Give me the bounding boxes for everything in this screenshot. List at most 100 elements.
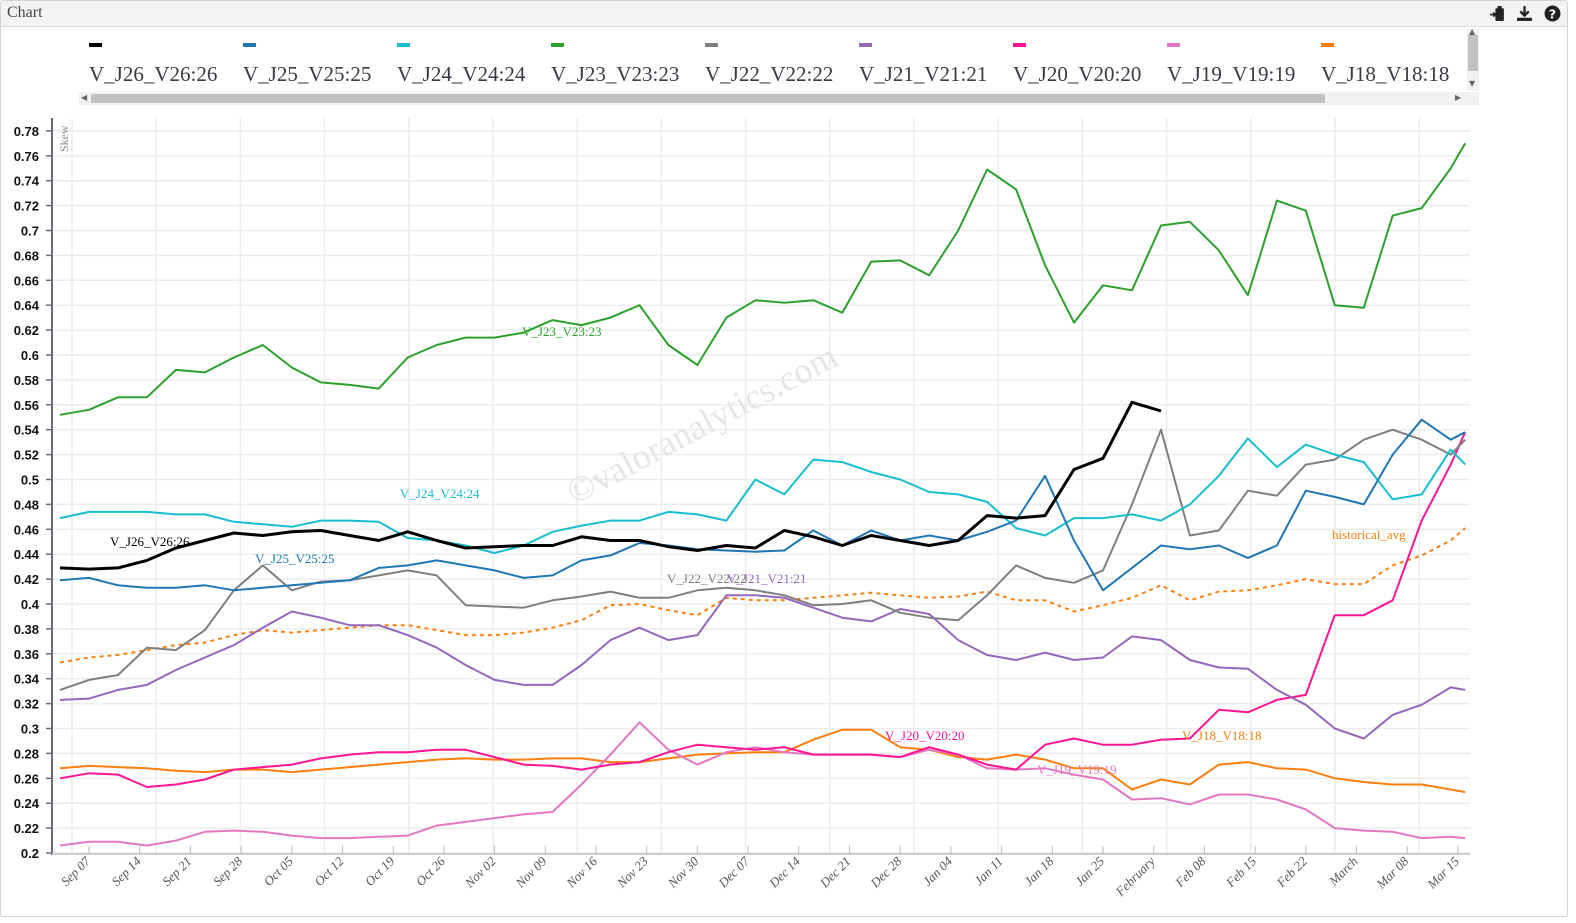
series-line[interactable]: [59, 594, 1466, 740]
horizontal-scroll-thumb[interactable]: [91, 94, 1325, 103]
legend-item[interactable]: V_J19_V19:19: [1157, 29, 1307, 89]
series-line[interactable]: [59, 400, 1162, 571]
x-tick-label: Oct 05: [261, 853, 297, 889]
legend-item[interactable]: V_J22_V22:22: [695, 29, 845, 89]
help-icon[interactable]: ?: [1544, 5, 1561, 22]
vertical-scroll-thumb[interactable]: [1468, 35, 1478, 71]
y-tick-label: 0.62: [14, 323, 39, 338]
legend-label: V_J23_V23:23: [551, 62, 680, 86]
y-tick-label: 0.58: [14, 373, 39, 388]
y-tick-label: 0.5: [21, 473, 39, 488]
y-tick-label: 0.64: [14, 298, 40, 313]
y-tick-label: 0.66: [14, 273, 39, 288]
legend-label: V_J22_V22:22: [705, 62, 834, 86]
legend-label: V_J19_V19:19: [1167, 62, 1296, 86]
series-line[interactable]: [59, 418, 1466, 592]
x-tick-label: Jan 18: [1021, 853, 1057, 889]
legend-swatch: [1321, 43, 1334, 47]
x-tick-label: Jan 11: [971, 854, 1006, 889]
x-tick-label: Sep 14: [108, 853, 144, 889]
y-tick-label: 0.4: [21, 597, 40, 612]
series-label: V_J18_V18:18: [1182, 728, 1261, 743]
x-tick-label: Jan 25: [1072, 853, 1108, 889]
y-axis-label: Skew: [57, 125, 71, 152]
series-labels: V_J26_V26:26 V_J25_V25:25 V_J24_V24:24 V_J2…: [110, 324, 1406, 777]
legend-swatch: [397, 43, 410, 47]
title-bar: Chart ?: [1, 1, 1567, 27]
series-label: V_J24_V24:24: [400, 486, 480, 501]
scroll-right-icon[interactable]: ▶: [1455, 93, 1462, 102]
x-tick-label: Sep 28: [210, 853, 246, 889]
scroll-up-icon[interactable]: ▲: [1469, 27, 1476, 36]
legend-item[interactable]: V_J25_V25:25: [233, 29, 383, 89]
series-line[interactable]: [59, 527, 1466, 664]
legend-item[interactable]: V_J23_V23:23: [541, 29, 691, 89]
y-tick-label: 0.46: [14, 522, 39, 537]
legend-horizontal-scrollbar[interactable]: ◀ ▶: [79, 92, 1479, 105]
legend-label: V_J25_V25:25: [243, 62, 372, 86]
series-line[interactable]: [59, 142, 1467, 416]
y-tick-label: 0.42: [14, 572, 39, 587]
legend-item[interactable]: V_J21_V21:21: [849, 29, 999, 89]
x-tick-label: Feb 08: [1171, 853, 1208, 890]
x-tick-label: Sep 07: [58, 853, 94, 889]
y-tick-label: 0.68: [14, 248, 39, 263]
y-tick-label: 0.26: [14, 771, 39, 786]
legend-vertical-scrollbar[interactable]: ▲ ▼: [1467, 27, 1479, 91]
series-line[interactable]: [59, 431, 1467, 788]
y-tick-label: 0.56: [14, 398, 39, 413]
legend-swatch: [859, 43, 872, 47]
x-tick-label: Mar 08: [1373, 853, 1412, 892]
y-tick-label: 0.54: [14, 423, 40, 438]
legend-swatch: [89, 43, 102, 47]
y-tick-label: 0.76: [14, 149, 39, 164]
x-tick-label: Sep 21: [159, 854, 194, 889]
series-line[interactable]: [59, 428, 1466, 691]
x-tick-label: Dec 07: [715, 853, 753, 891]
x-tick-label: Oct 19: [362, 853, 398, 889]
x-tick-label: Jan 04: [920, 853, 956, 889]
legend-swatch: [551, 43, 564, 47]
x-tick-label: Nov 09: [512, 853, 550, 891]
download-icon[interactable]: [1516, 5, 1533, 22]
series-line[interactable]: [59, 437, 1466, 554]
y-tick-label: 0.28: [14, 746, 39, 761]
legend-swatch: [1013, 43, 1026, 47]
scroll-down-icon[interactable]: ▼: [1469, 79, 1476, 88]
legend-label: V_J21_V21:21: [859, 62, 988, 86]
x-tick-label: Feb 15: [1222, 853, 1259, 890]
series-label: V_J19_V19:19: [1037, 762, 1116, 777]
y-tick-label: 0.6: [21, 348, 39, 363]
watermark: ©valoranalytics.com: [560, 336, 844, 512]
series-lines: [59, 142, 1467, 847]
x-tick-label: March: [1325, 854, 1360, 889]
x-tick-label: Feb 22: [1273, 853, 1310, 890]
y-tick-label: 0.52: [14, 448, 39, 463]
y-tick-label: 0.48: [14, 497, 39, 512]
series-line[interactable]: [59, 728, 1466, 793]
legend-swatch: [705, 43, 718, 47]
legend: V_J26_V26:26 V_J25_V25:25 V_J24_V24:24 V_J2…: [79, 29, 1467, 91]
window-title: Chart: [7, 4, 43, 21]
y-tick-label: 0.78: [14, 124, 39, 139]
legend-label: V_J20_V20:20: [1013, 62, 1142, 86]
y-tick-label: 0.24: [14, 796, 40, 811]
y-tick-label: 0.44: [14, 547, 40, 562]
scroll-left-icon[interactable]: ◀: [81, 93, 88, 102]
export-icon[interactable]: [1489, 5, 1506, 22]
x-tick-label: Mar 15: [1423, 853, 1462, 892]
axes: 0.2 0.22 0.24 0.26 0.28 0.3 0.32 0.34 0.36 0.38 0.…: [14, 118, 1470, 900]
legend-item[interactable]: V_J26_V26:26: [79, 29, 229, 89]
legend-item[interactable]: V_J18_V18:18: [1311, 29, 1461, 89]
x-tick-label: Nov 30: [664, 853, 702, 891]
x-tick-label: Nov 02: [461, 853, 499, 891]
legend-item[interactable]: V_J20_V20:20: [1003, 29, 1153, 89]
series-label: V_J22_V22:22: [667, 571, 746, 586]
series-label: V_J23_V23:23: [522, 324, 601, 339]
legend-item[interactable]: V_J24_V24:24: [387, 29, 537, 89]
y-tick-label: 0.34: [14, 672, 40, 687]
legend-label: V_J18_V18:18: [1321, 62, 1450, 86]
series-line[interactable]: [59, 721, 1466, 847]
series-label: V_J20_V20:20: [885, 728, 964, 743]
